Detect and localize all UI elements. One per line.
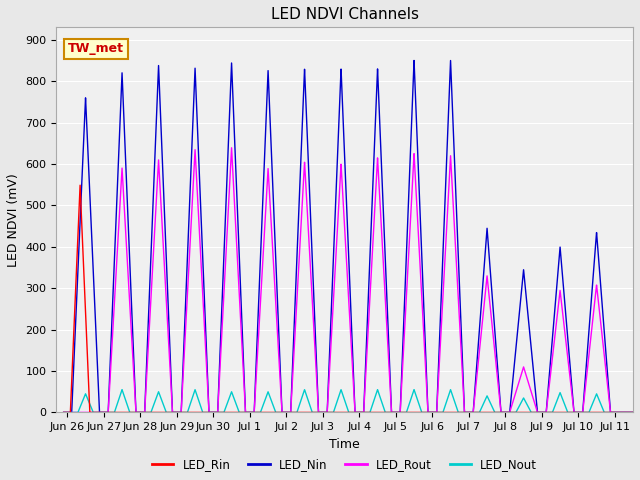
Y-axis label: LED NDVI (mV): LED NDVI (mV) [7,173,20,267]
Legend: LED_Rin, LED_Nin, LED_Rout, LED_Nout: LED_Rin, LED_Nin, LED_Rout, LED_Nout [147,454,542,476]
Title: LED NDVI Channels: LED NDVI Channels [271,7,419,22]
Text: TW_met: TW_met [68,42,124,55]
X-axis label: Time: Time [330,438,360,451]
